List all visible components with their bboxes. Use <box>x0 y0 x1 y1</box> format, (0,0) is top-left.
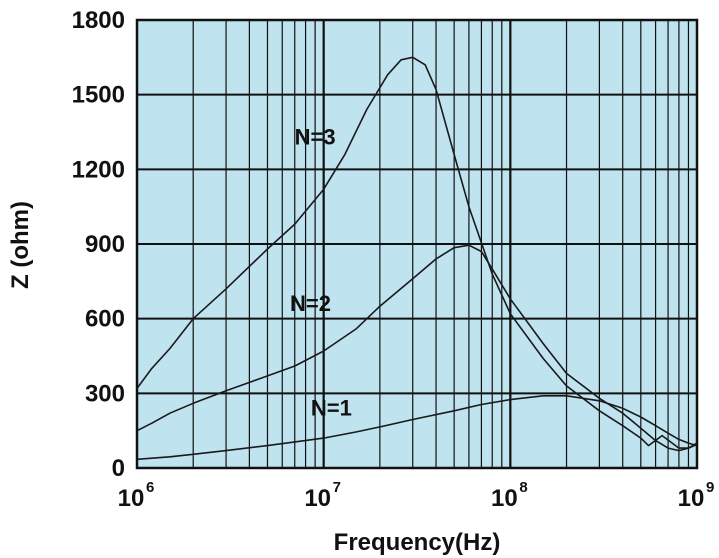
x-tick-base: 10 <box>304 485 331 512</box>
y-axis-title: Z (ohm) <box>7 201 34 289</box>
x-tick-exponent: 6 <box>146 479 154 496</box>
plot-frame <box>135 18 699 470</box>
y-tick-label: 1800 <box>72 7 125 34</box>
series-line-n2 <box>136 244 698 452</box>
series-label-n1: N=1 <box>311 396 352 421</box>
series-line-n3 <box>136 56 698 449</box>
x-tick-label: 10 6 <box>118 479 155 512</box>
series-label-n2: N=2 <box>290 291 331 316</box>
y-tick-label: 1200 <box>72 156 125 183</box>
y-tick-label: 300 <box>85 380 125 407</box>
series-lines <box>136 56 698 461</box>
x-tick-base: 10 <box>491 485 518 512</box>
series-labels: N=3 N=2 N=1 <box>290 124 352 420</box>
y-tick-label: 1500 <box>72 82 125 109</box>
y-tick-label: 900 <box>85 231 125 258</box>
series-line-n1 <box>136 395 698 461</box>
x-axis-title: Frequency(Hz) <box>334 529 501 556</box>
x-tick-label: 10 8 <box>491 479 528 512</box>
x-tick-exponent: 8 <box>519 479 527 496</box>
x-tick-base: 10 <box>118 485 145 512</box>
y-tick-label: 0 <box>112 455 125 482</box>
x-tick-exponent: 9 <box>706 479 714 496</box>
y-tick-labels: 0 300 600 900 1200 1500 1800 <box>72 7 125 482</box>
series-label-n3: N=3 <box>295 124 336 149</box>
y-tick-label: 600 <box>85 306 125 333</box>
x-tick-label: 10 9 <box>678 479 715 512</box>
x-tick-base: 10 <box>678 485 705 512</box>
x-tick-labels: 10 6 10 7 10 8 10 9 <box>118 479 715 512</box>
x-tick-label: 10 7 <box>304 479 341 512</box>
x-tick-exponent: 7 <box>333 479 341 496</box>
grid <box>136 19 698 469</box>
